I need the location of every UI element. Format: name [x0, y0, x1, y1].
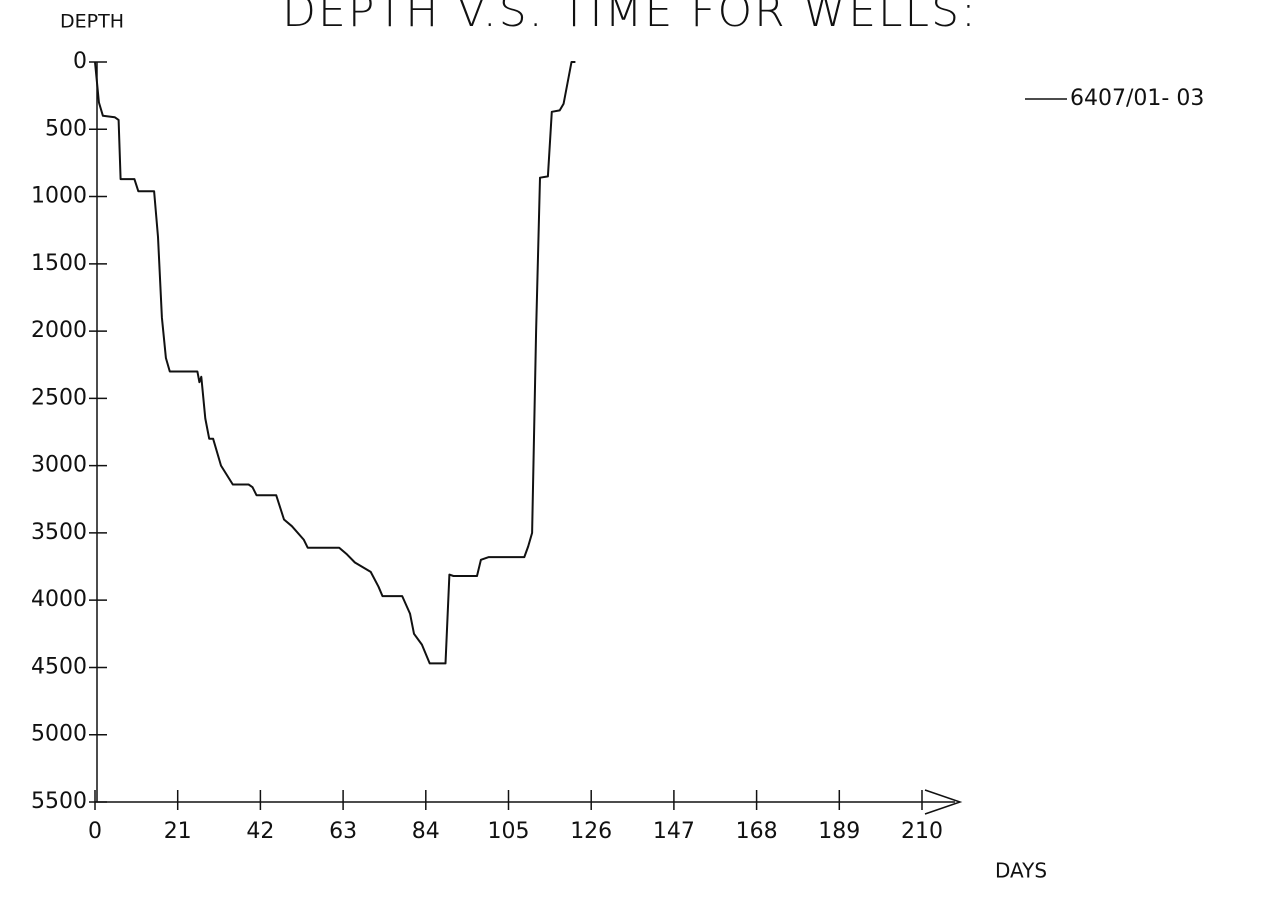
x-axis-label: DAYS [995, 859, 1047, 883]
y-tick-label: 3000 [31, 453, 87, 478]
series-line [94, 61, 576, 665]
x-tick-label: 105 [488, 819, 530, 844]
y-tick-label: 1000 [31, 184, 87, 209]
x-tick-label: 63 [329, 819, 357, 844]
y-tick-label: 5500 [31, 789, 87, 814]
y-axis-label: DEPTH [60, 11, 124, 33]
x-tick-label: 84 [412, 819, 440, 844]
x-axis-arrow [924, 789, 963, 815]
y-tick-label: 4500 [31, 654, 87, 679]
y-tick-label: 500 [45, 116, 87, 141]
x-tick-label: 126 [570, 819, 612, 844]
y-tick-label: 3500 [31, 520, 87, 545]
x-tick-label: 147 [653, 819, 695, 844]
y-tick-label: 5000 [31, 722, 87, 747]
x-tick-label: 168 [736, 819, 778, 844]
y-tick-label: 1500 [31, 251, 87, 276]
x-tick-label: 189 [818, 819, 860, 844]
legend-label: 6407/01- 03 [1070, 86, 1204, 111]
x-tick-label: 0 [88, 819, 102, 844]
chart-title: DEPTH V.S. TIME FOR WELLS: [282, 0, 978, 37]
y-tick-label: 2500 [31, 385, 87, 410]
y-tick-label: 2000 [31, 318, 87, 343]
x-tick-label: 210 [901, 819, 943, 844]
y-tick-label: 0 [73, 49, 87, 74]
x-tick-label: 21 [164, 819, 192, 844]
x-tick-label: 42 [246, 819, 274, 844]
y-tick-label: 4000 [31, 587, 87, 612]
